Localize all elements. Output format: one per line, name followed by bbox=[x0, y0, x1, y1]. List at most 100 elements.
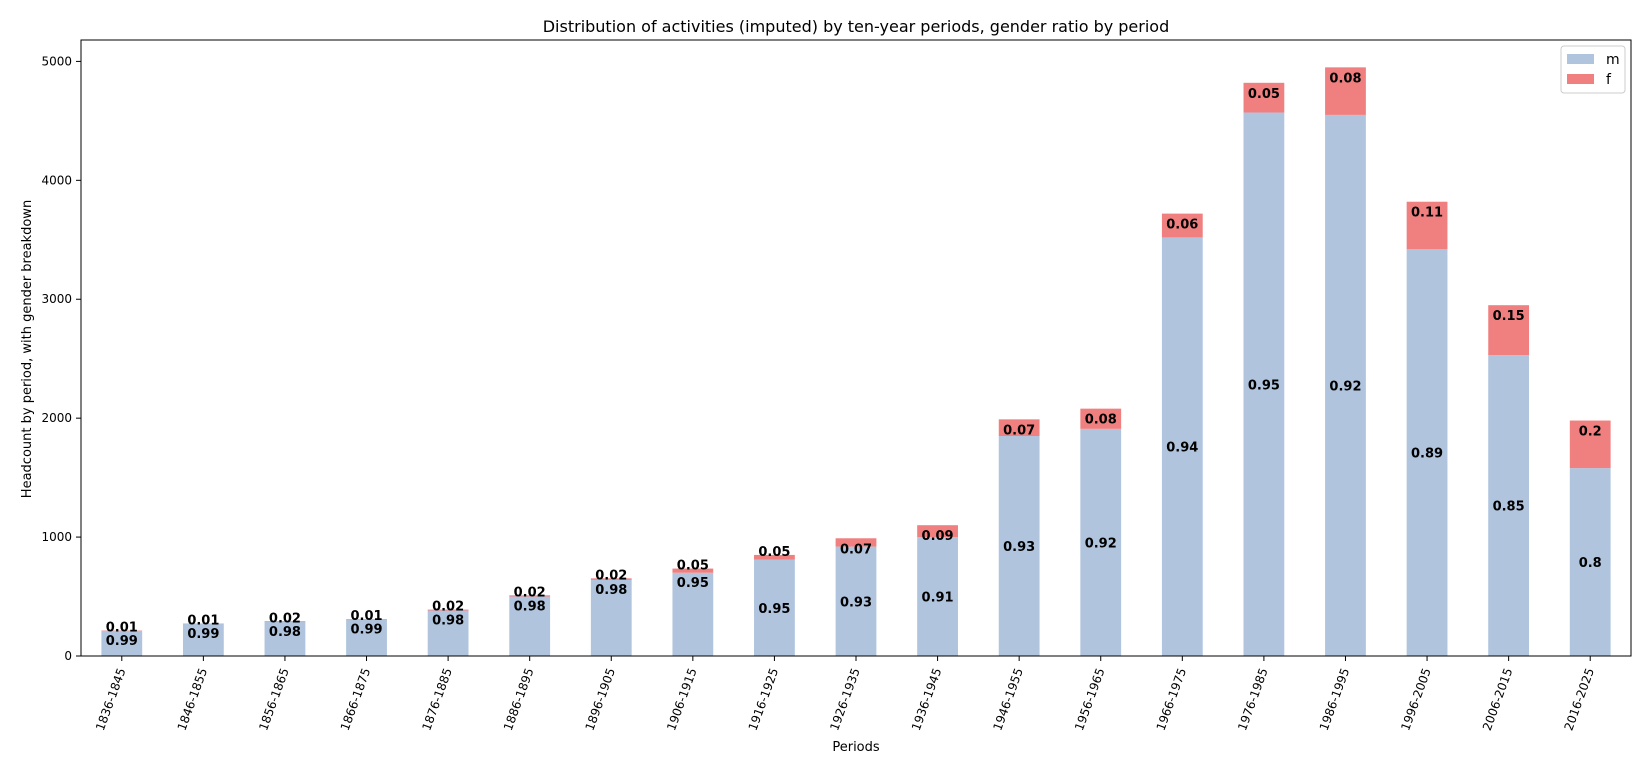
ratio-label-f-1896-1905: 0.02 bbox=[595, 568, 627, 583]
ratio-label-m-1966-1975: 0.94 bbox=[1166, 441, 1198, 456]
bar-m-1896-1905 bbox=[590, 579, 632, 656]
bar-f-1956-1965 bbox=[1080, 408, 1122, 429]
bar-f-1916-1925 bbox=[754, 554, 795, 560]
ratio-label-f-1926-1935: 0.07 bbox=[840, 542, 872, 557]
y-axis-label: Headcount by period, with gender breakdo… bbox=[20, 200, 35, 498]
ratio-label-f-1866-1875: 0.01 bbox=[350, 609, 382, 624]
bar-f-1936-1945 bbox=[917, 525, 958, 538]
ratio-label-m-1876-1885: 0.98 bbox=[432, 614, 464, 629]
ratio-label-m-1956-1965: 0.92 bbox=[1085, 536, 1117, 551]
ratio-label-f-1996-2005: 0.11 bbox=[1411, 206, 1443, 221]
ratio-label-m-1946-1955: 0.93 bbox=[1003, 540, 1035, 555]
bar-m-1846-1855 bbox=[182, 623, 224, 656]
x-tick-label-1966-1975: 1966-1975 bbox=[1154, 666, 1190, 732]
bar-f-2006-2015 bbox=[1488, 305, 1530, 356]
ratio-label-m-1936-1945: 0.91 bbox=[922, 591, 954, 606]
bar-m-1946-1955 bbox=[998, 436, 1040, 656]
y-tick-label-3000: 3000 bbox=[41, 292, 72, 306]
ratio-label-m-1846-1855: 0.99 bbox=[187, 627, 219, 642]
x-tick-label-1896-1905: 1896-1905 bbox=[583, 666, 619, 732]
ratio-label-f-1906-1915: 0.05 bbox=[677, 559, 709, 574]
ratio-label-m-2006-2015: 0.85 bbox=[1493, 500, 1525, 515]
bar-f-1906-1915 bbox=[672, 568, 714, 573]
bar-f-2016-2025 bbox=[1569, 420, 1611, 469]
bar-f-1996-2005 bbox=[1406, 201, 1448, 250]
x-tick-label-1856-1865: 1856-1865 bbox=[256, 666, 292, 732]
x-tick-label-1846-1855: 1846-1855 bbox=[175, 666, 211, 732]
ratio-label-m-1856-1865: 0.98 bbox=[269, 625, 301, 640]
bar-m-1956-1965 bbox=[1080, 428, 1122, 656]
bar-m-1986-1995 bbox=[1325, 114, 1366, 656]
ratio-label-m-1986-1995: 0.92 bbox=[1329, 379, 1361, 394]
bar-m-2016-2025 bbox=[1569, 468, 1611, 656]
ratio-label-m-1896-1905: 0.98 bbox=[595, 583, 627, 598]
bar-f-1966-1975 bbox=[1161, 213, 1203, 238]
ratio-label-f-1946-1955: 0.07 bbox=[1003, 423, 1035, 438]
ratio-label-f-2016-2025: 0.2 bbox=[1579, 425, 1602, 440]
x-tick-label-1996-2005: 1996-2005 bbox=[1398, 666, 1434, 732]
ratio-label-f-1986-1995: 0.08 bbox=[1329, 71, 1361, 86]
x-tick-label-1906-1915: 1906-1915 bbox=[664, 666, 700, 732]
legend: mf bbox=[1560, 45, 1626, 94]
legend-swatch-m bbox=[1567, 54, 1594, 64]
bar-f-1986-1995 bbox=[1325, 67, 1366, 115]
x-tick-label-1836-1845: 1836-1845 bbox=[93, 666, 129, 732]
ratio-label-m-1996-2005: 0.89 bbox=[1411, 447, 1443, 462]
ratio-label-f-1876-1885: 0.02 bbox=[432, 600, 464, 615]
ratio-label-m-1906-1915: 0.95 bbox=[677, 576, 709, 591]
x-axis-label: Periods bbox=[832, 740, 880, 755]
ratio-label-f-2006-2015: 0.15 bbox=[1493, 309, 1525, 324]
y-tick-label-0: 0 bbox=[64, 649, 72, 663]
bar-m-1856-1865 bbox=[264, 621, 306, 656]
bar-m-2006-2015 bbox=[1488, 355, 1530, 656]
bar-m-1916-1925 bbox=[754, 559, 795, 656]
bar-f-1896-1905 bbox=[590, 578, 632, 580]
bar-f-1876-1885 bbox=[427, 609, 469, 611]
x-tick-label-1886-1895: 1886-1895 bbox=[501, 666, 537, 732]
chart-title: Distribution of activities (imputed) by … bbox=[543, 17, 1170, 36]
ratio-label-f-1836-1845: 0.01 bbox=[106, 620, 138, 635]
legend-label-f: f bbox=[1606, 72, 1612, 88]
bar-m-1886-1895 bbox=[509, 596, 551, 656]
y-tick-label-5000: 5000 bbox=[41, 54, 72, 68]
y-tick-label-1000: 1000 bbox=[41, 530, 72, 544]
x-tick-label-1916-1925: 1916-1925 bbox=[746, 666, 782, 732]
x-tick-label-2006-2015: 2006-2015 bbox=[1480, 666, 1516, 732]
bar-m-1936-1945 bbox=[917, 537, 958, 656]
bar-f-1886-1895 bbox=[509, 595, 551, 597]
bar-m-1996-2005 bbox=[1406, 249, 1448, 656]
x-tick-label-1876-1885: 1876-1885 bbox=[419, 666, 455, 732]
ratio-label-f-1956-1965: 0.08 bbox=[1085, 413, 1117, 428]
x-tick-label-1976-1985: 1976-1985 bbox=[1235, 666, 1271, 732]
ratio-label-m-2016-2025: 0.8 bbox=[1579, 556, 1602, 571]
bar-m-1876-1885 bbox=[427, 610, 469, 656]
ratio-label-f-1966-1975: 0.06 bbox=[1166, 218, 1198, 233]
x-tick-label-1946-1955: 1946-1955 bbox=[990, 666, 1026, 732]
ratio-label-m-1976-1985: 0.95 bbox=[1248, 378, 1280, 393]
bar-f-1946-1955 bbox=[998, 419, 1040, 436]
bar-f-1976-1985 bbox=[1243, 82, 1285, 113]
bar-m-1926-1935 bbox=[835, 546, 877, 656]
y-tick-label-4000: 4000 bbox=[41, 173, 72, 187]
ratio-label-m-1886-1895: 0.98 bbox=[514, 600, 546, 615]
ratio-label-m-1926-1935: 0.93 bbox=[840, 595, 872, 610]
bar-f-1856-1865 bbox=[264, 621, 306, 622]
x-tick-label-1956-1965: 1956-1965 bbox=[1072, 666, 1108, 732]
bar-m-1966-1975 bbox=[1161, 237, 1203, 657]
ratio-label-m-1916-1925: 0.95 bbox=[758, 602, 790, 617]
ratio-label-m-1866-1875: 0.99 bbox=[350, 622, 382, 637]
x-tick-label-1926-1935: 1926-1935 bbox=[827, 666, 863, 732]
ratio-label-f-1916-1925: 0.05 bbox=[758, 545, 790, 560]
bar-f-1926-1935 bbox=[835, 538, 877, 547]
y-tick-label-2000: 2000 bbox=[41, 411, 72, 425]
bar-labels-layer: 0.990.01 0.990.010.980.020.990.01 0.980.02… bbox=[106, 71, 1602, 648]
legend-swatch-f bbox=[1567, 74, 1594, 84]
ratio-label-f-1976-1985: 0.05 bbox=[1248, 87, 1280, 102]
bar-m-1976-1985 bbox=[1243, 112, 1285, 657]
bars-layer bbox=[101, 67, 1611, 657]
ratio-label-f-1856-1865: 0.02 bbox=[269, 611, 301, 626]
ratio-label-f-1846-1855: 0.01 bbox=[187, 614, 219, 629]
bar-m-1866-1875 bbox=[346, 619, 387, 656]
